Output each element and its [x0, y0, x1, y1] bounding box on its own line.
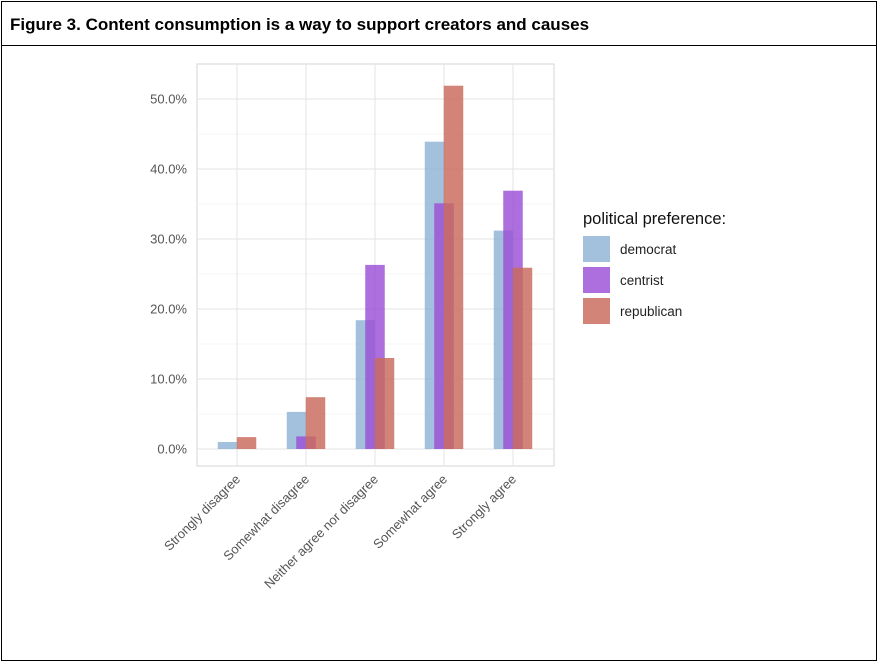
- bars: [217, 85, 533, 449]
- legend-title: political preference:: [583, 210, 726, 228]
- x-tick-label: Neither agree nor disagree: [261, 472, 381, 592]
- bar-republican-3: [374, 358, 395, 449]
- legend-key-centrist: [583, 267, 610, 293]
- legend: political preference: democrat centrist re…: [583, 210, 726, 324]
- bar-republican-5: [512, 267, 533, 449]
- legend-key-democrat: [583, 236, 610, 262]
- legend-label-democrat: democrat: [620, 242, 677, 257]
- legend-key-republican: [583, 298, 610, 324]
- y-tick-label: 10.0%: [150, 372, 187, 387]
- y-tick-label: 40.0%: [150, 162, 187, 177]
- y-tick-label: 20.0%: [150, 302, 187, 317]
- x-tick-label: Strongly agree: [449, 472, 519, 542]
- bar-republican-2: [305, 397, 326, 449]
- figure-title: Figure 3. Content consumption is a way t…: [10, 15, 590, 34]
- y-tick-label: 30.0%: [150, 232, 187, 247]
- x-tick-label: Somewhat agree: [370, 472, 450, 552]
- y-axis: 0.0% 10.0% 20.0% 30.0% 40.0% 50.0%: [150, 92, 187, 457]
- bar-republican-4: [443, 85, 464, 449]
- y-tick-label: 0.0%: [157, 442, 187, 457]
- figure-title-bar: Figure 3. Content consumption is a way t…: [2, 2, 876, 46]
- y-tick-label: 50.0%: [150, 92, 187, 107]
- legend-label-republican: republican: [620, 304, 682, 319]
- bar-democrat-1: [217, 442, 238, 449]
- legend-label-centrist: centrist: [620, 273, 664, 288]
- bar-republican-1: [236, 437, 257, 449]
